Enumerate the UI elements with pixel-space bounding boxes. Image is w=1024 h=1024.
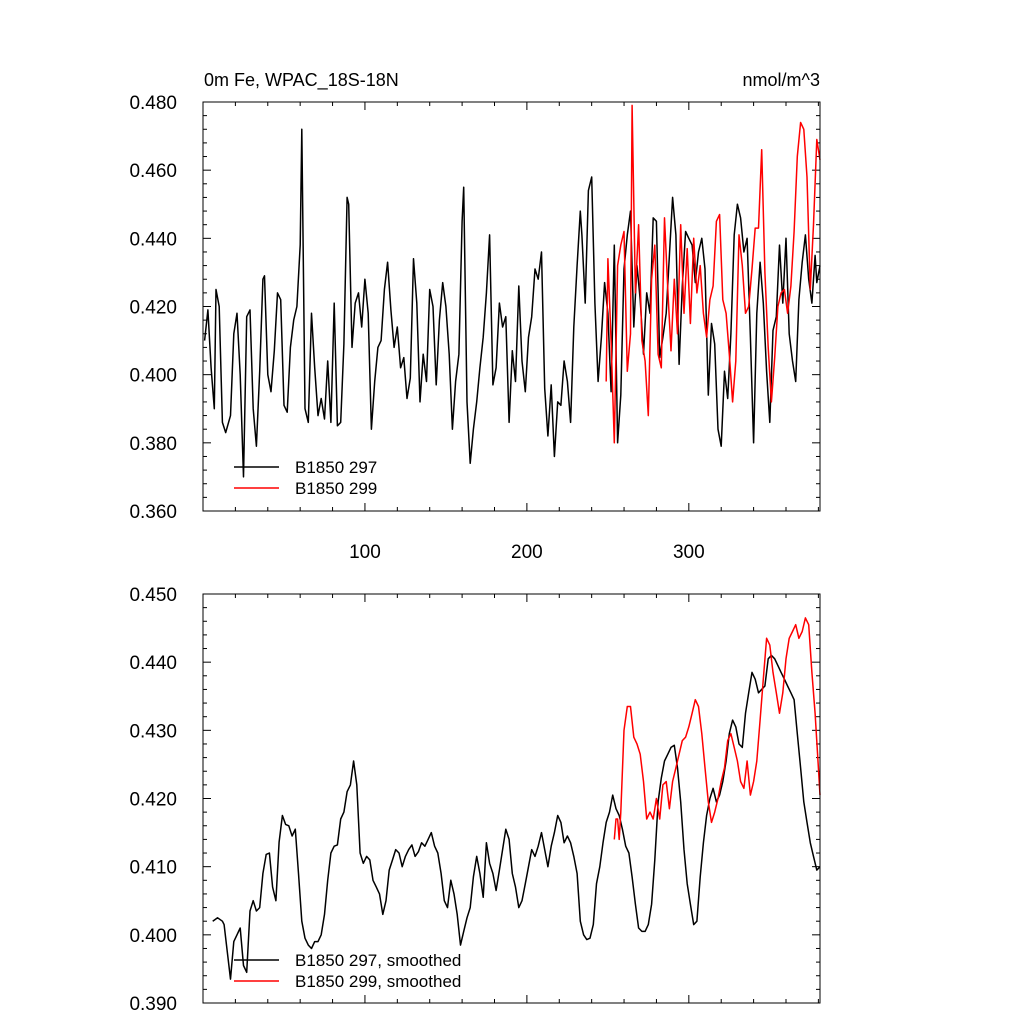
bottom-panel: 0.390 0.400 0.410 0.420 0.430 0.440 0.450 B185… — [129, 585, 821, 1015]
y-tick-label: 0.410 — [129, 858, 177, 879]
series-line-black — [212, 654, 821, 980]
bottom-panel-tick-labels: 0.390 0.400 0.410 0.420 0.430 0.440 0.450 — [129, 585, 177, 1015]
top-panel-legend: B1850 297 B1850 299 — [234, 458, 377, 498]
top-panel-series — [203, 104, 821, 478]
y-tick-label: 0.400 — [129, 926, 177, 947]
y-tick-label: 0.420 — [129, 298, 177, 319]
legend-label: B1850 299 — [295, 479, 377, 498]
top-panel-ticks — [203, 101, 820, 512]
top-panel-frame — [202, 101, 821, 512]
x-tick-label: 100 — [349, 542, 381, 563]
y-tick-label: 0.480 — [129, 93, 177, 114]
y-tick-label: 0.390 — [129, 994, 177, 1015]
y-tick-label: 0.430 — [129, 721, 177, 742]
series-line-red — [605, 104, 821, 444]
top-panel-title: 0m Fe, WPAC_18S-18N — [204, 70, 399, 91]
y-tick-label: 0.420 — [129, 790, 177, 811]
y-tick-label: 0.440 — [129, 653, 177, 674]
top-panel-tick-labels: 0.360 0.380 0.400 0.420 0.440 0.460 0.480 100 20… — [129, 93, 704, 563]
y-tick-label: 0.360 — [129, 502, 177, 523]
legend-label: B1850 299, smoothed — [295, 972, 461, 991]
series-line-black — [203, 128, 821, 478]
bottom-panel-ticks — [203, 593, 820, 1004]
x-tick-label: 200 — [511, 542, 543, 563]
bottom-panel-legend: B1850 297, smoothed B1850 299, smoothed — [234, 951, 461, 991]
y-tick-label: 0.440 — [129, 229, 177, 250]
y-tick-label: 0.450 — [129, 585, 177, 606]
legend-label: B1850 297 — [295, 458, 377, 477]
y-tick-label: 0.460 — [129, 161, 177, 182]
top-panel-units: nmol/m^3 — [743, 70, 820, 90]
bottom-panel-frame — [202, 593, 821, 1004]
y-tick-label: 0.380 — [129, 434, 177, 455]
series-line-red — [613, 617, 821, 841]
x-tick-label: 300 — [673, 542, 705, 563]
legend-label: B1850 297, smoothed — [295, 951, 461, 970]
top-panel: 0m Fe, WPAC_18S-18N nmol/m^3 0.3600.3800… — [129, 70, 821, 563]
bottom-panel-series — [212, 617, 821, 980]
y-tick-label: 0.400 — [129, 366, 177, 387]
